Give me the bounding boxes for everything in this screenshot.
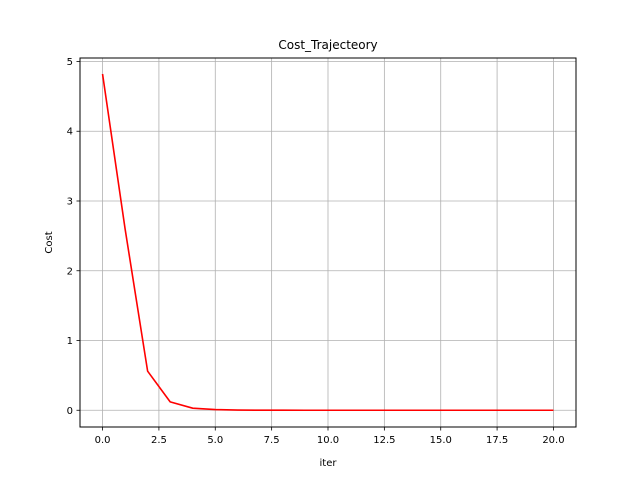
data-point — [508, 409, 510, 411]
y-tick-label: 5 — [67, 57, 73, 68]
data-point — [530, 409, 532, 411]
series-line-0 — [101, 73, 554, 412]
data-point — [462, 409, 464, 411]
data-point — [102, 73, 104, 75]
y-tick-label: 2 — [67, 266, 73, 277]
y-axis: 0 1 2 3 4 5 — [67, 57, 80, 417]
x-tick-label: 12.5 — [373, 435, 395, 446]
data-point — [553, 409, 555, 411]
x-tick-label: 0.0 — [95, 435, 111, 446]
x-tick-label: 2.5 — [151, 435, 167, 446]
chart-title: Cost_Trajecteory — [278, 38, 377, 52]
data-point — [395, 409, 397, 411]
y-tick-label: 0 — [67, 406, 73, 417]
y-tick-label: 3 — [67, 196, 73, 207]
x-tick-label: 20.0 — [542, 435, 564, 446]
grid — [80, 58, 576, 427]
data-point — [282, 409, 284, 411]
y-tick-label: 4 — [67, 127, 73, 138]
data-point — [305, 409, 307, 411]
data-point — [147, 370, 149, 372]
data-point — [485, 409, 487, 411]
data-point — [260, 409, 262, 411]
data-point — [417, 409, 419, 411]
x-tick-label: 7.5 — [264, 435, 280, 446]
data-point — [124, 228, 126, 230]
data-point — [192, 407, 194, 409]
data-point — [237, 409, 239, 411]
data-point — [372, 409, 374, 411]
y-tick-label: 1 — [67, 336, 73, 347]
x-tick-label: 15.0 — [430, 435, 452, 446]
data-point — [214, 409, 216, 411]
data-point — [169, 401, 171, 403]
x-axis-label: iter — [320, 458, 338, 469]
data-point — [327, 409, 329, 411]
x-axis: 0.0 2.5 5.0 7.5 10.0 12.5 15.0 17.5 20.0 — [95, 427, 565, 446]
series-layer — [101, 73, 555, 412]
data-point — [440, 409, 442, 411]
x-tick-label: 17.5 — [486, 435, 508, 446]
data-point — [350, 409, 352, 411]
y-axis-label: Cost — [44, 231, 55, 253]
x-tick-label: 5.0 — [207, 435, 223, 446]
x-tick-label: 10.0 — [317, 435, 339, 446]
